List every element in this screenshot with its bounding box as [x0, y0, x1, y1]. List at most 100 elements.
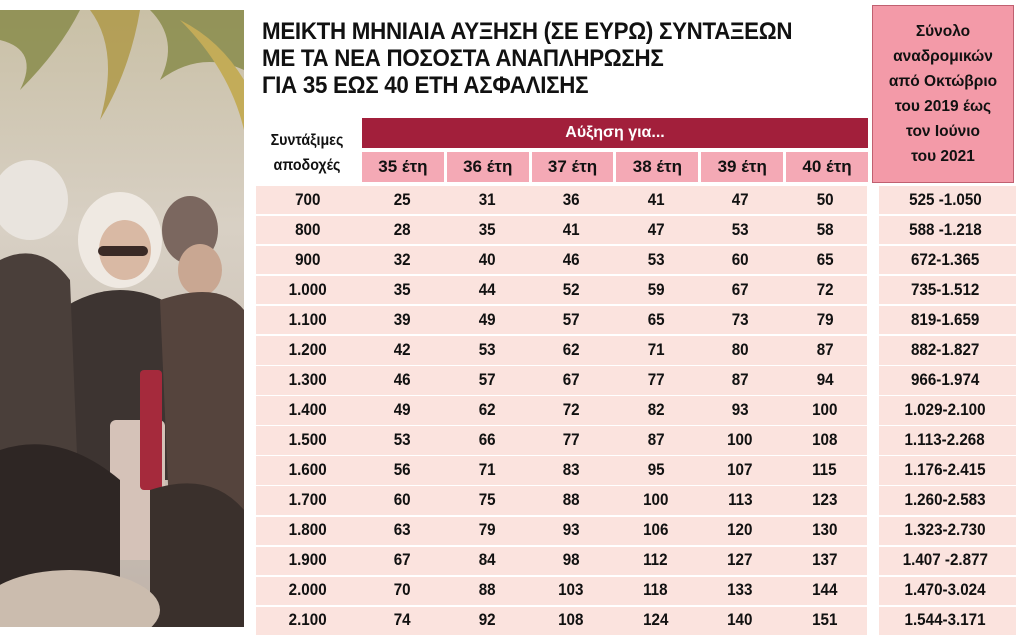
earnings-cell: 1.100 [256, 311, 360, 330]
increase-cell: 46 [529, 251, 614, 270]
increase-value: 47 [731, 190, 749, 209]
increase-value: 87 [731, 370, 749, 389]
increase-cell: 49 [445, 311, 530, 330]
increase-value: 98 [562, 551, 580, 570]
increase-cell: 144 [783, 581, 868, 600]
column-separator [867, 186, 879, 215]
increase-value: 140 [727, 611, 753, 630]
increase-value: 79 [478, 521, 496, 540]
increase-value: 84 [478, 551, 496, 570]
increase-value: 53 [393, 431, 411, 450]
increase-cell: 58 [783, 221, 868, 240]
increase-value: 79 [816, 310, 834, 329]
total-arrears-cell: 882-1.827 [879, 341, 1011, 360]
increase-value: 130 [812, 521, 838, 540]
table-row: 1.200 42 53 62 71 80 87 882-1.827 [256, 336, 1016, 365]
increase-value: 93 [562, 521, 580, 540]
title-line-3: ΓΙΑ 35 ΕΩΣ 40 ΕΤΗ ΑΣΦΑΛΙΣΗΣ [262, 72, 589, 99]
increase-cell: 67 [360, 551, 445, 570]
increase-value: 65 [816, 250, 834, 269]
table-row: 1.700 60 75 88 100 113 123 1.260-2.583 [256, 486, 1016, 515]
total-arrears-cell: 588 -1.218 [879, 221, 1011, 240]
total-arrears-cell: 1.544-3.171 [879, 611, 1011, 630]
increase-cell: 62 [445, 401, 530, 420]
increase-cell: 112 [614, 551, 699, 570]
increase-value: 41 [647, 190, 665, 209]
pensioners-photo [0, 10, 244, 627]
increase-value: 88 [562, 491, 580, 510]
increase-value: 62 [562, 340, 580, 359]
table-row: 1.300 46 57 67 77 87 94 966-1.974 [256, 366, 1016, 395]
earnings-value: 900 [295, 250, 321, 269]
increase-cell: 41 [614, 191, 699, 210]
column-separator [867, 216, 879, 245]
increase-cell: 53 [614, 251, 699, 270]
increase-cell: 79 [783, 311, 868, 330]
increase-cell: 67 [698, 281, 783, 300]
increase-value: 72 [816, 280, 834, 299]
table-row: 1.400 49 62 72 82 93 100 1.029-2.100 [256, 396, 1016, 425]
increase-value: 123 [812, 491, 838, 510]
increase-value: 106 [643, 521, 669, 540]
table-row: 700 25 31 36 41 47 50 525 -1.050 [256, 186, 1016, 215]
increase-cell: 107 [698, 461, 783, 480]
increase-value: 40 [478, 250, 496, 269]
increase-cell: 115 [783, 461, 868, 480]
increase-value: 36 [562, 190, 580, 209]
increase-value: 127 [727, 551, 753, 570]
total-arrears-header: Σύνολο αναδρομικών από Οκτώβριο του 2019… [872, 5, 1014, 183]
increase-value: 93 [731, 400, 749, 419]
increase-cell: 49 [360, 401, 445, 420]
increase-value: 35 [478, 220, 496, 239]
table-row: 1.800 63 79 93 106 120 130 1.323-2.730 [256, 516, 1016, 545]
increase-value: 31 [478, 190, 496, 209]
increase-cell: 93 [698, 401, 783, 420]
increase-cell: 57 [445, 371, 530, 390]
increase-value: 80 [731, 340, 749, 359]
table-row: 1.600 56 71 83 95 107 115 1.176-2.415 [256, 456, 1016, 485]
total-arrears-value: 882-1.827 [910, 340, 980, 359]
column-separator [867, 426, 879, 455]
increase-cell: 63 [360, 521, 445, 540]
table-row: 2.100 74 92 108 124 140 151 1.544-3.171 [256, 606, 1016, 635]
increase-value: 120 [727, 521, 753, 540]
increase-cell: 66 [445, 431, 530, 450]
increase-value: 60 [393, 491, 411, 510]
earnings-value: 1.100 [288, 310, 327, 329]
total-arrears-value: 1.323-2.730 [904, 521, 986, 540]
title-line-1: ΜΕΙΚΤΗ ΜΗΝΙΑΙΑ ΑΥΞΗΣΗ (ΣΕ ΕΥΡΩ) ΣΥΝΤΑΞΕΩ… [262, 18, 793, 45]
earnings-cell: 1.000 [256, 281, 360, 300]
increase-cell: 94 [783, 371, 868, 390]
increase-value: 67 [562, 370, 580, 389]
increase-cell: 92 [445, 611, 530, 630]
earnings-cell: 800 [256, 221, 360, 240]
column-separator [867, 336, 879, 365]
increase-value: 115 [812, 461, 837, 480]
increase-cell: 52 [529, 281, 614, 300]
increase-value: 46 [562, 250, 580, 269]
increase-cell: 53 [445, 341, 530, 360]
increase-cell: 28 [360, 221, 445, 240]
year-header-37: 37 έτη [531, 152, 614, 182]
total-arrears-value: 966-1.974 [910, 370, 980, 389]
increase-cell: 47 [698, 191, 783, 210]
increase-value: 71 [478, 461, 496, 480]
increase-value: 62 [478, 400, 496, 419]
column-separator [867, 366, 879, 395]
increase-cell: 67 [529, 371, 614, 390]
increase-cell: 75 [445, 491, 530, 510]
increase-value: 75 [478, 491, 496, 510]
total-arrears-value: 1.407 -2.877 [902, 551, 988, 570]
total-arrears-cell: 1.029-2.100 [879, 401, 1011, 420]
year-header-38: 38 έτη [616, 152, 699, 182]
increase-value: 92 [478, 611, 496, 630]
increase-value: 59 [647, 280, 665, 299]
increase-cell: 72 [783, 281, 868, 300]
years-header-row: 35 έτη 36 έτη 37 έτη 38 έτη 39 έτη 40 έτ… [362, 152, 868, 182]
increase-cell: 100 [783, 401, 868, 420]
increase-value: 74 [393, 611, 411, 630]
increase-cell: 41 [529, 221, 614, 240]
earnings-value: 2.000 [288, 581, 327, 600]
increase-cell: 95 [614, 461, 699, 480]
increase-cell: 77 [529, 431, 614, 450]
